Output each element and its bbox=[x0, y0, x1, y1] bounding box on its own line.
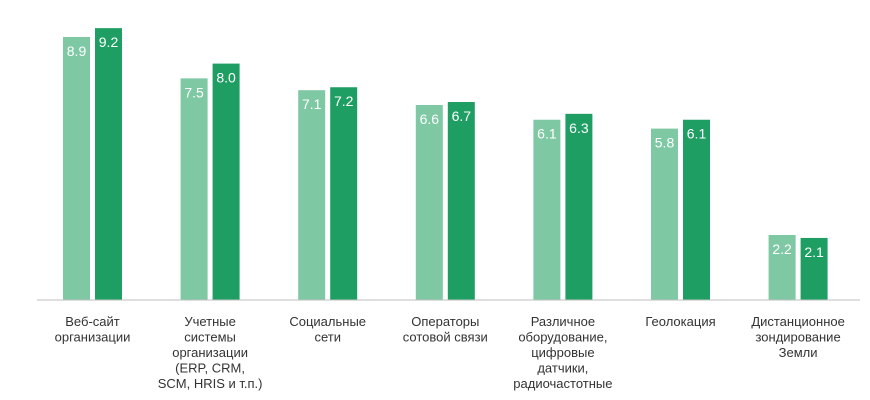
value-label-s1-c4: 6.6 bbox=[420, 111, 440, 127]
bar-s2-c2 bbox=[212, 63, 240, 300]
bar-s2-c1 bbox=[95, 28, 122, 300]
value-label-s1-c5: 6.1 bbox=[537, 126, 557, 142]
value-label-s2-c2: 8.0 bbox=[216, 70, 236, 86]
bar-s2-c7 bbox=[800, 237, 828, 300]
category-label-2-line-3: организации bbox=[172, 345, 248, 360]
category-label-5: Различное оборудование, цифровые датчики, ра… bbox=[513, 314, 612, 391]
bar-s2-c3 bbox=[330, 87, 358, 301]
value-label-s2-c1: 9.2 bbox=[99, 34, 119, 50]
category-label-2-line-2: системы bbox=[184, 330, 236, 345]
category-label-2-line-4: (ERP, CRM, bbox=[175, 361, 245, 376]
bars-group bbox=[63, 28, 828, 301]
bar-s2-c6 bbox=[683, 119, 710, 301]
category-label-5-line-4: датчики, bbox=[537, 361, 588, 376]
category-label-2: Учетные системы организации (ERP, CRM, SCM, … bbox=[158, 314, 263, 391]
bar-s2-c4 bbox=[447, 102, 475, 300]
bar-s1-c5 bbox=[533, 119, 561, 301]
value-label-s1-c2: 7.5 bbox=[184, 84, 204, 100]
category-label-5-line-3: цифровые bbox=[531, 345, 594, 360]
category-label-1-line-1: Веб-сайт bbox=[65, 314, 120, 329]
value-label-s2-c4: 6.7 bbox=[452, 108, 472, 124]
bar-s1-c2 bbox=[180, 78, 208, 300]
category-label-3-line-2: сети bbox=[314, 330, 341, 345]
category-label-1: Веб-сайт организации bbox=[55, 314, 131, 345]
category-label-2-line-5: SCM, HRIS и т.п.) bbox=[158, 376, 263, 391]
category-label-3-line-1: Социальные bbox=[289, 314, 366, 329]
category-label-7-line-1: Дистанционное bbox=[751, 314, 845, 329]
category-label-7-line-2: зондирование bbox=[755, 330, 840, 345]
category-label-6: Геолокация bbox=[645, 314, 715, 329]
value-label-s1-c3: 7.1 bbox=[302, 96, 322, 112]
value-label-s2-c7: 2.1 bbox=[804, 244, 824, 260]
value-labels-group: 8.9 9.2 7.5 8.0 7.1 7.2 6.6 6.7 6.1 6.3 5.8 6.1 2.2 2… bbox=[67, 34, 824, 260]
bar-s2-c5 bbox=[565, 113, 593, 301]
value-label-s2-c5: 6.3 bbox=[569, 120, 589, 136]
bar-s1-c7 bbox=[768, 234, 796, 300]
category-label-5-line-1: Различное bbox=[531, 314, 595, 329]
category-label-7-line-3: Земли bbox=[779, 345, 818, 360]
category-label-3: Социальные сети bbox=[289, 314, 366, 345]
category-label-4-line-2: сотовой связи bbox=[403, 330, 488, 345]
category-label-2-line-1: Учетные bbox=[184, 314, 236, 329]
category-label-7: Дистанционное зондирование Земли bbox=[751, 314, 845, 360]
category-label-6-line-1: Геолокация bbox=[645, 314, 715, 329]
value-label-s1-c6: 5.8 bbox=[655, 135, 675, 151]
value-label-s2-c3: 7.2 bbox=[334, 93, 354, 109]
bar-s1-c3 bbox=[298, 90, 326, 300]
category-label-5-line-5: радиочастотные bbox=[513, 376, 612, 391]
category-label-4: Операторы сотовой связи bbox=[403, 314, 488, 345]
value-label-s1-c1: 8.9 bbox=[67, 43, 87, 59]
category-label-4-line-1: Операторы bbox=[411, 314, 479, 329]
value-label-s1-c7: 2.2 bbox=[772, 241, 792, 257]
category-label-5-line-2: оборудование, bbox=[518, 330, 607, 345]
category-label-1-line-2: организации bbox=[55, 330, 131, 345]
bar-s1-c6 bbox=[651, 128, 678, 300]
bar-s1-c1 bbox=[63, 37, 90, 300]
value-label-s2-c6: 6.1 bbox=[687, 126, 707, 142]
bar-s1-c4 bbox=[415, 104, 443, 300]
